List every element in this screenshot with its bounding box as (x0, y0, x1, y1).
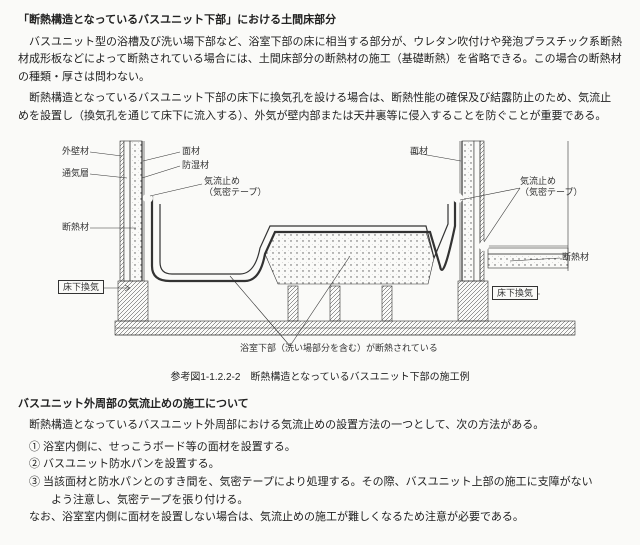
item-3b: よう注意し、気密テープを張り付ける。 (18, 492, 622, 510)
label-note: 浴室下部（洗い場部分を含む）が断熱されている (240, 343, 438, 354)
figure-caption: 参考図1-1.2.2-2 断熱構造となっているバスユニット下部の施工例 (18, 370, 622, 386)
item-3: ③ 当該面材と防水パンとのすき間を、気密テープにより処理する。その際、バスユニッ… (18, 474, 622, 492)
section1-title: 「断熱構造となっているバスユニット下部」における土間床部分 (18, 12, 622, 30)
diagram-figure: 外壁材 通気層 断熱材 面材 防湿材 気流止め （気密テープ） 面材 気流止め … (30, 136, 610, 366)
label-tsukisou: 通気層 (62, 168, 89, 179)
diagram-svg (30, 136, 610, 366)
section2-title: バスユニット外周部の気流止めの施工について (18, 396, 622, 414)
section1-p2: 断熱構造となっているバスユニット下部の床下に換気孔を設ける場合は、断熱性能の確保… (18, 90, 622, 125)
label-dannetsu2: 断熱材 (562, 252, 589, 263)
section2-intro: 断熱構造となっているバスユニット外周部における気流止めの設置方法の一つとして、次… (18, 417, 622, 435)
label-menzai2: 面材 (410, 146, 428, 157)
label-dannetsu: 断熱材 (62, 222, 89, 233)
section2-note: なお、浴室室内側に面材を設置しない場合は、気流止めの施工が難しくなるため注意が必… (18, 509, 622, 527)
label-gaiheki: 外壁材 (62, 146, 89, 157)
label-yukashita2: 床下換気 (492, 286, 538, 301)
label-yukashita1: 床下換気 (58, 280, 104, 295)
label-menzai: 面材 (182, 146, 200, 157)
label-kiryuu1b: （気密テープ） (204, 187, 266, 198)
label-kiryuu2b: （気密テープ） (520, 187, 582, 198)
section1-p1: バスユニット型の浴槽及び洗い場下部など、浴室下部の床に相当する部分が、ウレタン吹… (18, 34, 622, 87)
label-kiryuu1: 気流止め (204, 176, 240, 187)
item-1: ① 浴室内側に、せっこうボード等の面材を設置する。 (18, 439, 622, 457)
item-2: ② バスユニット防水パンを設置する。 (18, 456, 622, 474)
label-boshitsu: 防湿材 (182, 160, 209, 171)
label-kiryuu2: 気流止め (520, 176, 556, 187)
